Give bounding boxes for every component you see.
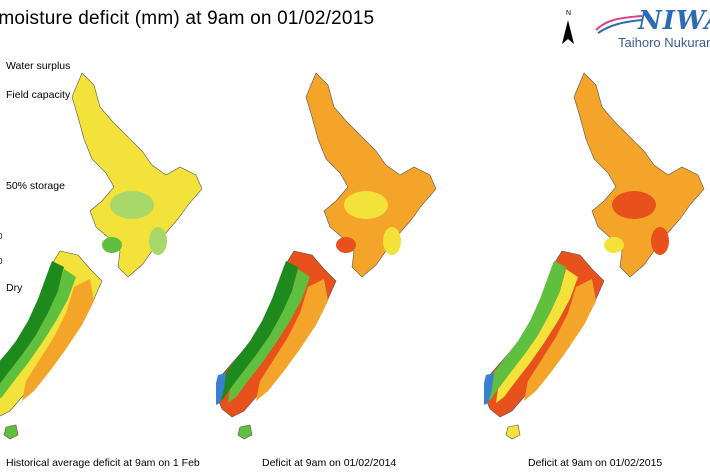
caption-deficit-2015: Deficit at 9am on 01/02/2015 (528, 457, 663, 469)
nz-map-svg (482, 72, 705, 440)
caption-deficit-2014: Deficit at 9am on 01/02/2014 (262, 457, 397, 469)
south-island-zone (0, 269, 76, 399)
north-island-zone (102, 237, 122, 253)
fiordland-surplus (482, 373, 494, 405)
north-island-zone (110, 191, 154, 219)
stewart-island (3, 424, 19, 440)
north-label: N (566, 10, 572, 17)
south-island-zone (256, 279, 328, 401)
caption-historical-average: Historical average deficit at 9am on 1 F… (6, 457, 200, 469)
logo-wave-icon (595, 15, 643, 34)
stewart-island (237, 424, 253, 440)
south-island-zone (228, 269, 310, 403)
stewart-island (505, 424, 521, 440)
north-island-zone (336, 237, 356, 253)
north-island (71, 72, 203, 278)
map-deficit-2014 (214, 55, 456, 455)
legend-field-capacity: Field capacity (6, 89, 71, 101)
south-island-zone (496, 269, 578, 403)
legend-dry: Dry (6, 282, 23, 294)
nz-map-svg (0, 72, 203, 440)
logo-tagline: Taihoro Nukurang (618, 35, 710, 50)
south-island-west-coast (486, 261, 566, 401)
legend-tick: 0 (0, 232, 3, 241)
nz-map-svg (214, 72, 437, 440)
south-island-west-coast (0, 261, 64, 384)
legend-water-surplus: Water surplus (6, 60, 71, 72)
map-deficit-2015 (482, 55, 710, 455)
north-island (305, 72, 437, 278)
north-island-zone (604, 237, 624, 253)
legend-tick: 0 (0, 257, 3, 266)
north-island-zone (344, 191, 388, 219)
north-island-zone (651, 227, 669, 255)
south-island-zone (22, 279, 94, 401)
north-island-zone (149, 227, 167, 255)
fiordland-surplus (214, 373, 226, 405)
page-title: il moisture deficit (mm) at 9am on 01/02… (0, 8, 375, 29)
north-island (573, 72, 705, 278)
north-island-zone (612, 191, 656, 219)
logo-wordmark: NIWA (638, 6, 710, 36)
legend-50-storage: 50% storage (6, 180, 65, 192)
niwa-logo: NIWA Taihoro Nukurang (592, 6, 710, 52)
south-island-west-coast (218, 261, 298, 401)
south-island-zone (524, 279, 596, 401)
north-arrow-icon: N (560, 10, 580, 46)
north-island-zone (383, 227, 401, 255)
map-historical-average (0, 55, 222, 455)
